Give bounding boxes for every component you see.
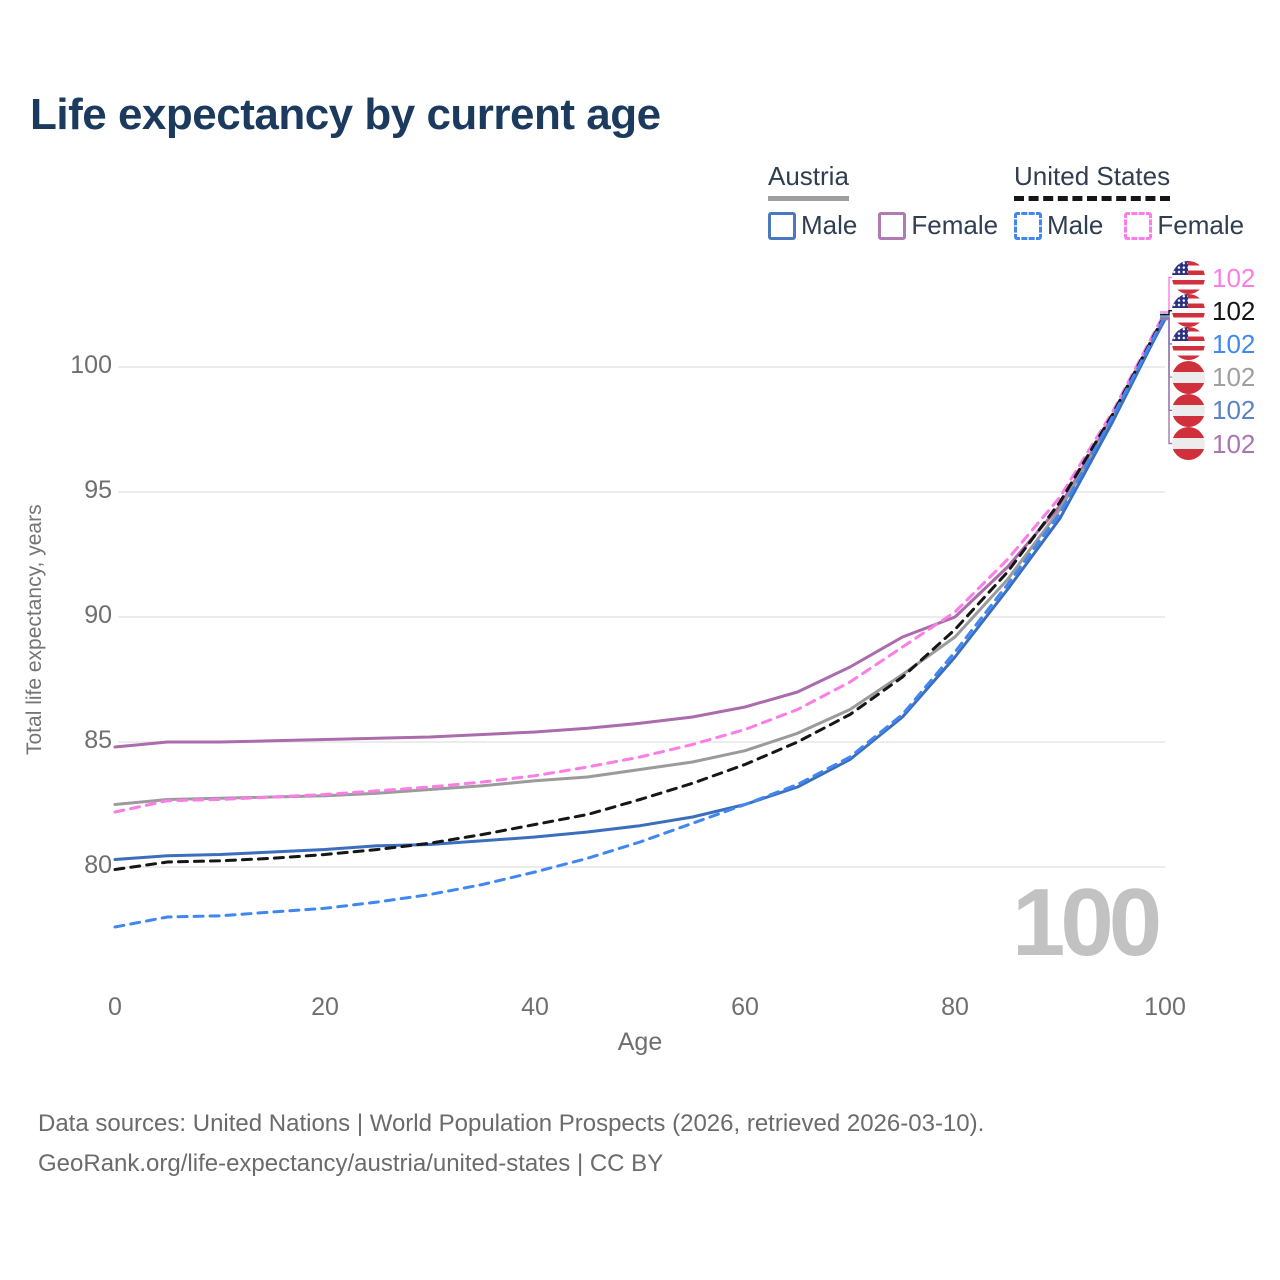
line-us_female[interactable] <box>113 310 1167 814</box>
legend-swatch-us-male <box>1014 211 1042 240</box>
legend-group-united-states: United States Male Female <box>1014 161 1244 241</box>
gridlines <box>118 366 1165 868</box>
x-tick-label: 20 <box>311 993 339 1021</box>
x-tick-label: 100 <box>1144 993 1186 1021</box>
x-tick-label: 60 <box>731 993 759 1021</box>
end-label-row: 102 <box>1172 360 1255 394</box>
legend-toggle-austria-female[interactable]: Female <box>878 210 998 241</box>
legend-swatch-austria-male <box>768 211 796 240</box>
y-tick-label: 90 <box>84 601 112 629</box>
y-tick-label: 95 <box>84 476 112 504</box>
line-us_male[interactable] <box>113 314 1167 929</box>
series-lines <box>113 310 1167 929</box>
us-flag-icon <box>1172 261 1205 294</box>
legend-toggle-us-female[interactable]: Female <box>1124 210 1244 241</box>
legend-label-austria-male: Male <box>801 210 858 240</box>
chart-plot <box>113 276 1176 929</box>
end-label-row: 102 <box>1172 427 1255 461</box>
end-label-row: 102 <box>1172 393 1255 427</box>
austria-flag-icon <box>1172 360 1205 394</box>
us-flag-icon <box>1172 327 1205 361</box>
legend-swatch-us-female <box>1124 211 1153 240</box>
legend-group-austria: Austria Male Female <box>768 161 998 241</box>
us-flag-canton <box>1172 327 1188 342</box>
y-tick-label: 85 <box>84 726 112 754</box>
austria-flag-icon <box>1172 393 1205 427</box>
legend-toggle-us-male[interactable]: Male <box>1014 210 1103 241</box>
legend-row-united-states: Male Female <box>1014 210 1244 241</box>
end-label-value: 102 <box>1212 262 1256 293</box>
x-tick-label: 0 <box>108 993 122 1021</box>
line-austria_male[interactable] <box>113 316 1167 861</box>
end-label-value: 102 <box>1212 395 1256 426</box>
x-tick-label: 40 <box>521 993 549 1021</box>
legend-row-austria: Male Female <box>768 210 998 241</box>
x-axis-title: Age <box>617 1028 663 1056</box>
legend-label-us-female: Female <box>1157 210 1245 240</box>
line-us_total[interactable] <box>113 313 1167 871</box>
legend-label-austria-female: Female <box>911 210 999 240</box>
line-austria_female[interactable] <box>113 318 1167 749</box>
x-tick-label: 80 <box>941 993 969 1021</box>
source-url-text[interactable]: GeoRank.org/life-expectancy/austria/unit… <box>38 1150 664 1177</box>
us-flag-canton <box>1172 261 1188 275</box>
legend-label-us-male: Male <box>1047 210 1104 240</box>
us-flag-icon <box>1172 294 1205 328</box>
austria-flag-icon <box>1172 427 1205 460</box>
age-counter-watermark: 100 <box>1012 869 1162 976</box>
page-title: Life expectancy by current age <box>30 90 661 139</box>
end-label-value: 102 <box>1212 428 1256 459</box>
data-sources-text: Data sources: United Nations | World Pop… <box>38 1110 985 1137</box>
legend-country-united-states[interactable]: United States <box>1014 161 1171 201</box>
end-label-value: 102 <box>1212 328 1256 359</box>
us-flag-canton <box>1172 294 1188 309</box>
end-label-row: 102 <box>1172 294 1255 328</box>
end-label-row: 102 <box>1172 327 1255 361</box>
legend-country-austria[interactable]: Austria <box>768 161 849 201</box>
end-label-row: 102 <box>1172 261 1255 295</box>
end-label-value: 102 <box>1212 295 1256 326</box>
y-tick-label: 100 <box>70 351 112 379</box>
legend-toggle-austria-male[interactable]: Male <box>768 210 857 241</box>
y-tick-label: 80 <box>84 851 112 879</box>
legend-swatch-austria-female <box>878 211 907 240</box>
end-label-value: 102 <box>1212 362 1256 393</box>
